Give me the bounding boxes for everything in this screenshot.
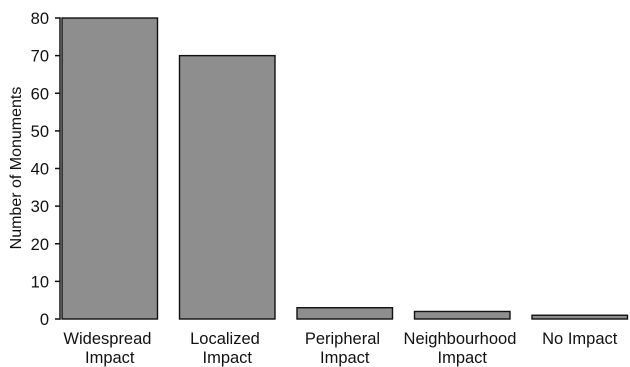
bars — [62, 18, 628, 319]
x-tick-label-line: Widespread — [63, 330, 156, 348]
y-axis-ticks: 0 10 20 30 40 50 60 70 80 — [31, 10, 60, 329]
bar-widespread-impact — [62, 18, 158, 319]
y-tick-label: 30 — [31, 198, 49, 216]
x-tick-label-line: Peripheral — [305, 330, 385, 348]
y-tick-label: 20 — [31, 236, 49, 254]
y-tick-label: 0 — [40, 311, 49, 329]
bar-neighbourhood-impact — [415, 311, 511, 319]
x-tick-label: Neighbourhood Impact — [404, 330, 521, 367]
bar-no-impact — [532, 315, 628, 319]
x-tick-label-line: Neighbourhood — [404, 330, 521, 348]
y-tick-label: 50 — [31, 123, 49, 141]
y-tick-label: 70 — [31, 48, 49, 66]
x-axis-labels: Widespread ImpactLocalized ImpactPeriphe… — [63, 330, 617, 367]
y-tick-label: 60 — [31, 85, 49, 103]
bar-localized-impact — [180, 56, 276, 319]
x-tick-label-line: Impact — [85, 349, 135, 367]
x-tick-label: Localized Impact — [190, 330, 264, 367]
x-tick-label-line: Impact — [437, 349, 487, 367]
x-tick-label-line: Localized — [190, 330, 264, 348]
x-tick-label: Widespread Impact — [63, 330, 156, 367]
x-tick-label: No Impact — [542, 330, 618, 348]
y-axis-label: Number of Monuments — [8, 87, 25, 250]
x-tick-label-line: Impact — [202, 349, 252, 367]
x-tick-label-line: Impact — [320, 349, 370, 367]
y-tick-label: 10 — [31, 273, 49, 291]
bar-peripheral-impact — [297, 308, 393, 319]
y-tick-label: 40 — [31, 161, 49, 179]
x-tick-label: Peripheral Impact — [305, 330, 385, 367]
y-tick-label: 80 — [31, 10, 49, 28]
